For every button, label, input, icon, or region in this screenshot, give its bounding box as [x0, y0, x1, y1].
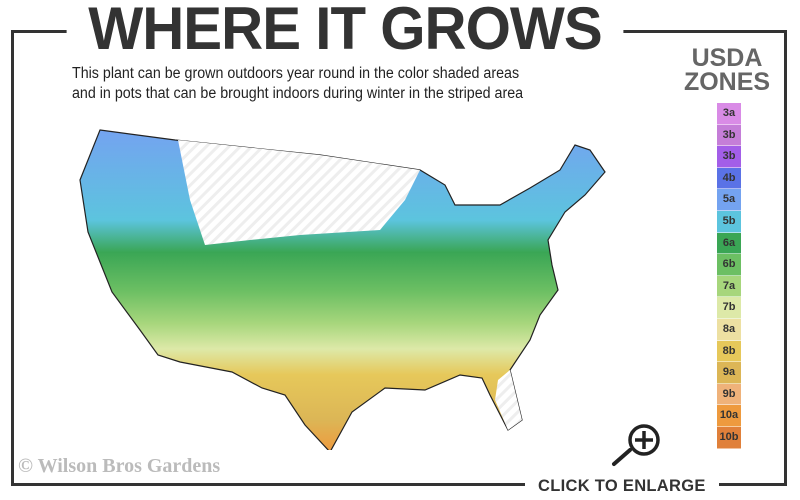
description: This plant can be grown outdoors year ro… — [72, 64, 642, 104]
legend-zone-10b: 10b — [717, 426, 741, 449]
click-to-enlarge-button[interactable]: CLICK TO ENLARGE — [525, 474, 719, 498]
legend-zone-6b: 6b — [717, 254, 741, 276]
legend-zone-6a: 6a — [717, 232, 741, 255]
legend-title-line-1: USDA — [691, 44, 763, 72]
legend-zone-8a: 8a — [717, 318, 741, 341]
striped-region-north — [178, 140, 420, 245]
legend-zone-9b: 9b — [717, 383, 741, 406]
legend-title: USDA ZONES — [672, 44, 782, 96]
legend-zone-3b: 3b — [717, 124, 741, 147]
legend-zone-3a: 3a — [717, 103, 741, 125]
legend-zone-10a: 10a — [717, 405, 741, 427]
legend-zone-7b: 7b — [717, 297, 741, 319]
striped-region-florida — [495, 370, 522, 430]
legend-zone-3b: 3b — [717, 146, 741, 168]
legend-title-line-2: ZONES — [683, 68, 771, 96]
legend-zone-4b: 4b — [717, 167, 741, 190]
legend-zone-8b: 8b — [717, 340, 741, 363]
usda-zone-map[interactable] — [70, 110, 610, 450]
copyright-watermark: © Wilson Bros Gardens — [18, 455, 221, 477]
description-line-1: This plant can be grown outdoors year ro… — [72, 65, 520, 82]
legend-zone-9a: 9a — [717, 362, 741, 384]
legend-zone-7a: 7a — [717, 275, 741, 298]
zone-legend: 3a 3b 3b 4b 5a 5b 6a 6b 7a 7b 8a 8b 9a 9b 10a 10b — [717, 103, 741, 449]
zoom-in-magnifier-icon[interactable] — [608, 420, 668, 475]
description-line-2: and in pots that can be brought indoors … — [72, 85, 524, 102]
legend-zone-5b: 5b — [717, 210, 741, 233]
page-title: WHERE IT GROWS — [66, 0, 624, 60]
legend-zone-5a: 5a — [717, 189, 741, 211]
